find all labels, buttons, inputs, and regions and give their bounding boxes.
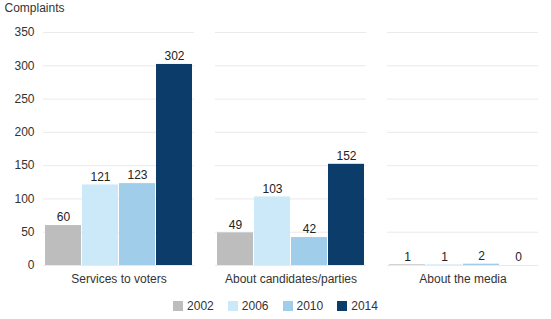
svg-text:42: 42 [303,222,317,236]
svg-text:300: 300 [14,59,34,73]
svg-text:Complaints: Complaints [5,1,65,15]
html-text:2014: 2014 [351,299,378,313]
svg-text:49: 49 [229,218,243,232]
svg-text:About candidates/parties: About candidates/parties [225,272,357,286]
svg-text:Services to voters: Services to voters [71,272,166,286]
svg-text:100: 100 [14,192,34,206]
svg-text:121: 121 [90,170,110,184]
svg-text:1: 1 [404,250,411,264]
svg-text:123: 123 [127,168,147,182]
svg-text:0: 0 [28,258,35,272]
html-text:2002: 2002 [187,299,214,313]
svg-text:1: 1 [441,250,448,264]
html-text:2006: 2006 [241,299,269,313]
svg-text:0: 0 [515,250,522,264]
svg-text:2: 2 [478,249,485,263]
html-text:2010: 2010 [296,299,324,313]
svg-text:103: 103 [262,182,282,196]
svg-text:150: 150 [14,158,34,172]
svg-text:350: 350 [14,25,34,39]
svg-text:302: 302 [164,49,184,63]
svg-text:200: 200 [14,125,34,139]
svg-text:60: 60 [57,210,71,224]
svg-text:50: 50 [21,225,35,239]
svg-text:152: 152 [336,149,356,163]
svg-text:250: 250 [14,92,34,106]
svg-text:About the media: About the media [419,272,507,286]
